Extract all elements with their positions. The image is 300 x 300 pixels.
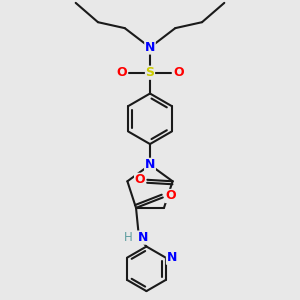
Text: N: N [137,231,148,244]
Text: O: O [116,66,127,79]
Text: O: O [135,173,145,186]
Text: N: N [145,160,155,173]
Text: H: H [124,231,133,244]
Text: O: O [165,190,175,202]
Text: S: S [146,66,154,79]
Text: O: O [173,66,184,79]
Text: N: N [167,251,177,264]
Text: N: N [145,158,155,171]
Text: N: N [145,41,155,54]
